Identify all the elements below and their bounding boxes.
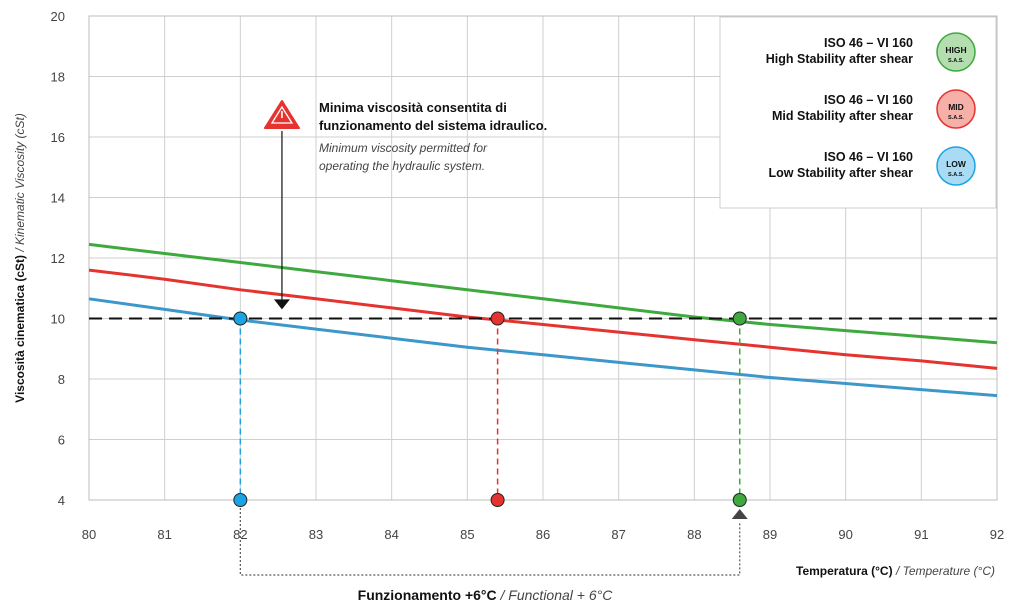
bracket-arrow-up (731, 509, 748, 519)
y-tick-label: 12 (51, 251, 65, 266)
y-tick-label: 20 (51, 9, 65, 24)
x-tick-label: 81 (157, 527, 171, 542)
y-axis-label-bold: Viscosità cinematica (cSt) (13, 252, 27, 403)
y-tick-label: 14 (51, 191, 65, 206)
x-tick-label: 86 (536, 527, 550, 542)
intersection-marker-mid (490, 311, 505, 326)
x-tick-label: 85 (460, 527, 474, 542)
axis-marker-mid (490, 493, 505, 507)
axis-marker-low (233, 493, 248, 507)
x-axis-label-bold: Temperatura (°C) (796, 564, 896, 578)
y-tick-label: 8 (58, 372, 65, 387)
x-tick-label: 82 (233, 527, 247, 542)
y-tick-label: 18 (51, 70, 65, 85)
legend-item-subtitle: Low Stability after shear (769, 166, 914, 180)
annotation-subtitle-line2: operating the hydraulic system. (319, 159, 485, 173)
y-tick-label: 16 (51, 130, 65, 145)
legend-badge-sublabel: S.A.S. (948, 115, 964, 121)
x-tick-label: 87 (611, 527, 625, 542)
series-line-high (88, 242, 998, 345)
legend-item-subtitle: High Stability after shear (766, 52, 913, 66)
x-tick-label: 84 (384, 527, 398, 542)
functional-label: Funzionamento +6°C / Functional + 6°C (358, 587, 614, 603)
annotation-subtitle-line1: Minimum viscosity permitted for (319, 141, 488, 155)
legend-item-subtitle: Mid Stability after shear (772, 109, 913, 123)
series-line-mid (88, 268, 998, 370)
x-axis-label: Temperatura (°C) / Temperature (°C) (796, 564, 995, 578)
x-tick-label: 88 (687, 527, 701, 542)
y-tick-label: 4 (58, 493, 65, 508)
annotation-title-line1: Minima viscosità consentita di (319, 100, 507, 115)
x-tick-label: 92 (990, 527, 1004, 542)
functional-label-italic: / Functional + 6°C (500, 587, 614, 603)
x-tick-label: 80 (82, 527, 96, 542)
x-tick-label: 83 (309, 527, 323, 542)
x-axis-label-italic: / Temperature (°C) (895, 564, 995, 578)
legend-item-title: ISO 46 – VI 160 (824, 150, 913, 164)
legend-item-title: ISO 46 – VI 160 (824, 93, 913, 107)
annotation-arrow-head (273, 299, 290, 310)
legend-badge-sublabel: S.A.S. (948, 58, 964, 64)
y-tick-label: 10 (51, 312, 65, 327)
legend-badge (936, 32, 976, 72)
legend-badge-label: MID (948, 102, 964, 112)
x-tick-label: 89 (763, 527, 777, 542)
intersection-marker-low (233, 311, 248, 326)
intersection-marker-high (732, 311, 747, 326)
legend-badge-label: LOW (946, 159, 967, 169)
axis-marker-high (732, 493, 747, 507)
plot-frame (88, 15, 998, 501)
functional-label-bold: Funzionamento +6°C (358, 587, 501, 603)
legend-item-title: ISO 46 – VI 160 (824, 36, 913, 50)
y-axis-label: Viscosità cinematica (cSt) / Kinematic V… (13, 113, 27, 403)
functional-bracket (239, 508, 741, 576)
x-tick-label: 91 (914, 527, 928, 542)
legend-badge (936, 146, 976, 186)
legend-badge-sublabel: S.A.S. (948, 172, 964, 178)
x-tick-label: 90 (838, 527, 852, 542)
legend-badge-label: HIGH (945, 45, 966, 55)
y-tick-label: 6 (58, 433, 65, 448)
warning-icon-inner (270, 105, 294, 124)
annotation-title-line2: funzionamento del sistema idraulico. (319, 118, 547, 133)
y-axis-label-italic: / Kinematic Viscosity (cSt) (13, 113, 27, 252)
legend-badge (936, 89, 976, 129)
